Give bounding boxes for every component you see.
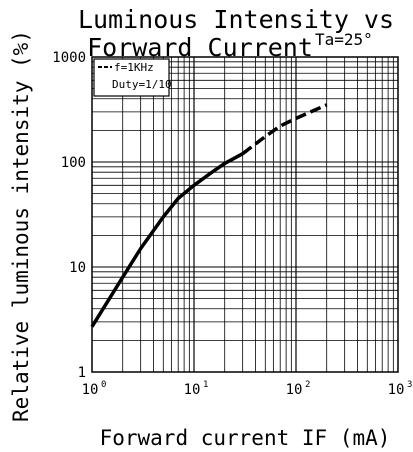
y-tick-label: 1 xyxy=(78,365,86,381)
y-tick-label: 1000 xyxy=(52,50,86,66)
x-tick-exponent: 2 xyxy=(305,380,310,390)
legend-entry-duty: Duty=1/10 xyxy=(112,78,172,91)
legend: f=1KHz Duty=1/10 xyxy=(93,58,172,97)
y-tick-label: 100 xyxy=(61,155,86,171)
y-axis-label: Relative luminous intensity (%) xyxy=(9,30,33,422)
test-condition: Ta=25° xyxy=(315,30,373,49)
y-tick-label: 10 xyxy=(69,260,86,276)
chart-title-line-1: Luminous Intensity vs xyxy=(78,5,394,34)
plot-frame xyxy=(91,56,399,373)
x-axis-label: Forward current IF (mA) xyxy=(100,426,391,450)
x-tick-label: 10 xyxy=(82,382,99,398)
grid-layer xyxy=(92,57,398,372)
x-tick-label: 10 xyxy=(388,382,405,398)
x-tick-exponent: 1 xyxy=(203,380,208,390)
legend-entry-frequency: f=1KHz xyxy=(114,61,154,74)
x-tick-label: 10 xyxy=(184,382,201,398)
x-tick-exponent: 0 xyxy=(101,380,106,390)
series-line-dashed xyxy=(241,103,328,156)
x-tick-label: 10 xyxy=(286,382,303,398)
chart-title-line-2: Forward Current xyxy=(87,33,313,62)
data-layer xyxy=(90,103,328,328)
series-line-solid xyxy=(90,152,244,328)
legend-box xyxy=(93,58,170,97)
x-tick-exponent: 3 xyxy=(407,380,412,390)
